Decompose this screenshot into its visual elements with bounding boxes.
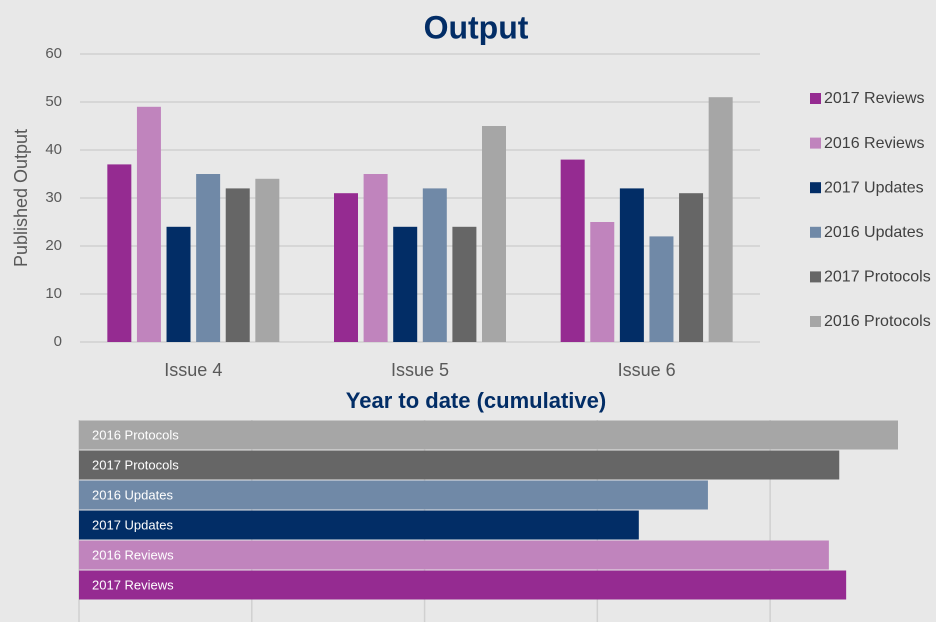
bar [560, 159, 585, 342]
y-tick-label: 60 [45, 45, 62, 62]
bar [482, 126, 506, 342]
y-axis-label: Published Output [11, 129, 31, 267]
bar [649, 236, 674, 342]
y-tick-label: 30 [45, 189, 62, 206]
bar-label: 2016 Updates [92, 487, 173, 502]
bar [590, 222, 615, 342]
bar [79, 420, 898, 450]
legend-swatch [810, 226, 821, 238]
chart-title: Year to date (cumulative) [346, 388, 606, 413]
bar [225, 188, 250, 342]
x-tick-label: Issue 5 [391, 360, 449, 380]
bar [79, 570, 847, 600]
bar-label: 2016 Protocols [92, 427, 179, 442]
legend-swatch [810, 316, 821, 327]
legend-label: 2017 Updates [824, 179, 924, 196]
bar [619, 188, 644, 342]
bar [393, 226, 418, 342]
bar-label: 2017 Updates [92, 517, 173, 532]
y-tick-label: 40 [45, 141, 62, 158]
bar [422, 188, 447, 342]
bar [708, 97, 733, 342]
x-tick-label: Issue 6 [618, 360, 676, 380]
bar [107, 164, 132, 342]
legend-label: 2016 Protocols [824, 313, 931, 330]
legend-swatch [810, 271, 821, 283]
legend-label: 2017 Protocols [824, 269, 931, 286]
bar [136, 106, 161, 342]
y-tick-label: 0 [54, 333, 62, 350]
y-tick-label: 20 [45, 237, 62, 254]
y-tick-label: 10 [45, 285, 62, 302]
legend-swatch [810, 137, 821, 149]
legend-swatch [810, 93, 821, 104]
bar [79, 480, 708, 510]
bar [363, 174, 388, 342]
legend-label: 2016 Updates [824, 224, 924, 241]
x-tick-label: Issue 4 [164, 360, 222, 380]
chart-title: Output [424, 9, 529, 45]
legend-label: 2016 Reviews [824, 135, 925, 152]
bar [79, 540, 829, 570]
bar-label: 2017 Protocols [92, 457, 179, 472]
bar [452, 226, 477, 342]
bar [334, 193, 358, 342]
bar [679, 193, 704, 342]
legend-swatch [810, 182, 821, 194]
bar [255, 178, 280, 342]
y-tick-label: 50 [45, 93, 62, 110]
legend-label: 2017 Reviews [824, 90, 925, 107]
bar [196, 174, 221, 342]
bar-label: 2017 Reviews [92, 577, 174, 592]
bar [166, 226, 191, 342]
bar [79, 450, 840, 480]
bar-label: 2016 Reviews [92, 547, 174, 562]
bar [79, 510, 639, 540]
